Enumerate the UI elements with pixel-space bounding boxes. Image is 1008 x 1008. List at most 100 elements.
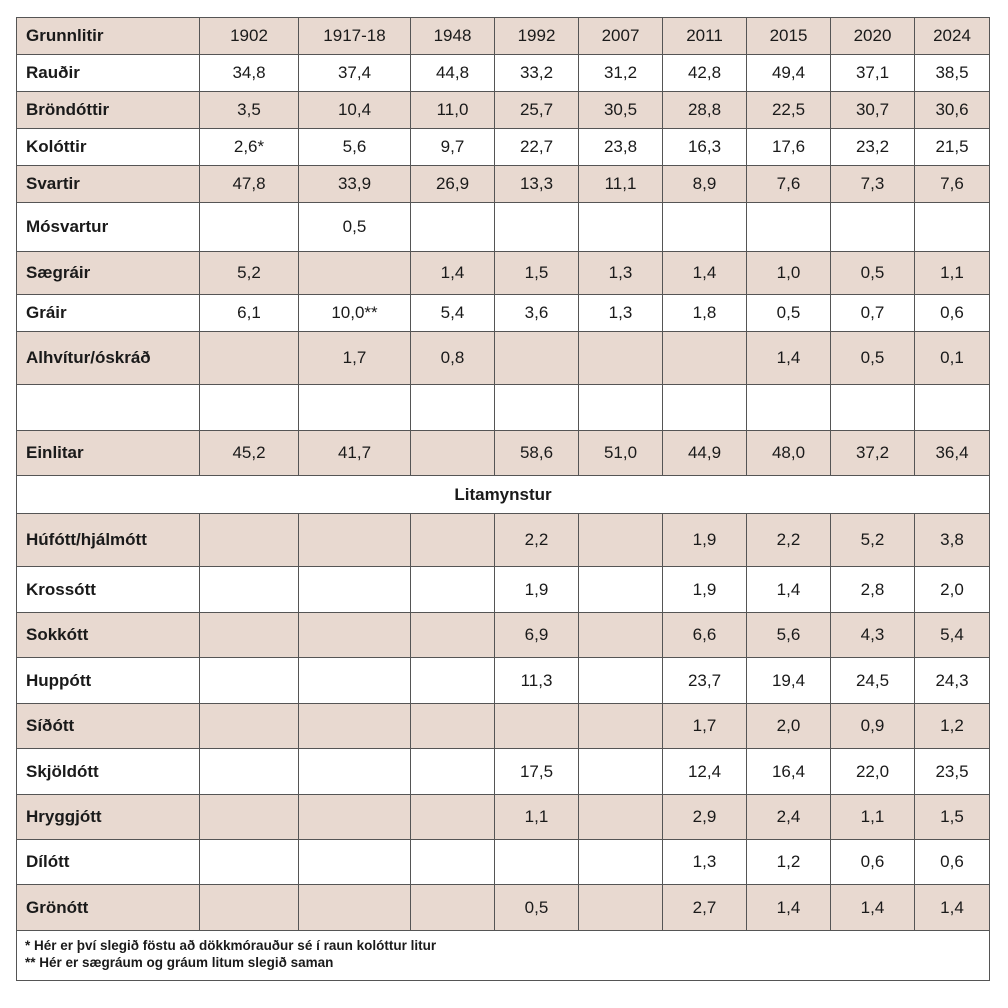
table-cell: 1,1 — [830, 794, 915, 840]
row-label — [16, 384, 200, 431]
table-cell — [298, 794, 411, 840]
table-cell: 30,5 — [578, 91, 663, 129]
table-cell: 1,3 — [662, 839, 747, 885]
table-cell: 1,9 — [662, 566, 747, 613]
table-cell — [746, 202, 831, 252]
table-cell: 2,2 — [746, 513, 831, 567]
row-label: Bröndóttir — [16, 91, 200, 129]
table-cell — [410, 612, 495, 658]
table-cell: 26,9 — [410, 165, 495, 203]
table-cell: 0,9 — [830, 703, 915, 749]
table-cell: 17,6 — [746, 128, 831, 166]
year-header-cell: 1992 — [494, 17, 579, 55]
table-cell: 0,5 — [830, 331, 915, 385]
year-header-cell: 2011 — [662, 17, 747, 55]
table-cell: 1,7 — [298, 331, 411, 385]
table-cell: 1,9 — [662, 513, 747, 567]
table-row: Bröndóttir 3,5 10,4 11,0 25,7 30,5 28,8 22,5 30,… — [16, 91, 990, 129]
table-cell: 48,0 — [746, 430, 831, 476]
table-cell — [914, 384, 990, 431]
table-cell — [410, 839, 495, 885]
table-cell: 44,8 — [410, 54, 495, 92]
table-cell: 1,2 — [914, 703, 990, 749]
table-cell: 1,3 — [578, 251, 663, 295]
row-label: Dílótt — [16, 839, 200, 885]
table-cell: 37,1 — [830, 54, 915, 92]
year-header-cell: 2007 — [578, 17, 663, 55]
table-cell: 1,0 — [746, 251, 831, 295]
table-cell: 5,6 — [746, 612, 831, 658]
year-header-cell: 1917-18 — [298, 17, 411, 55]
table-cell — [410, 202, 495, 252]
table-cell: 10,4 — [298, 91, 411, 129]
table-cell — [199, 794, 299, 840]
table-cell: 16,3 — [662, 128, 747, 166]
table-cell — [410, 794, 495, 840]
year-header-cell: 1948 — [410, 17, 495, 55]
footnote: ** Hér er sægráum og gráum litum slegið … — [25, 955, 334, 970]
table-header-row: Grunnlitir 1902 1917-18 1948 1992 2007 2011 201… — [16, 17, 990, 55]
table-cell: 4,3 — [830, 612, 915, 658]
table-cell: 45,2 — [199, 430, 299, 476]
table-cell: 51,0 — [578, 430, 663, 476]
table-row: Huppótt 11,3 23,7 19,4 24,5 24,3 — [16, 657, 990, 704]
table-row: Sægráir 5,2 1,4 1,5 1,3 1,4 1,0 0,5 1,1 — [16, 251, 990, 295]
table-cell — [578, 513, 663, 567]
table-cell — [199, 566, 299, 613]
table-cell: 42,8 — [662, 54, 747, 92]
table-cell: 6,9 — [494, 612, 579, 658]
table-cell — [914, 202, 990, 252]
table-cell: 0,5 — [494, 884, 579, 931]
table-cell: 24,5 — [830, 657, 915, 704]
row-label: Skjöldótt — [16, 748, 200, 795]
table-cell — [662, 384, 747, 431]
table-cell: 1,4 — [830, 884, 915, 931]
color-distribution-table: Grunnlitir 1902 1917-18 1948 1992 2007 2011 201… — [16, 17, 990, 981]
table-cell — [199, 748, 299, 795]
table-cell: 0,7 — [830, 294, 915, 332]
table-cell: 2,8 — [830, 566, 915, 613]
table-cell: 17,5 — [494, 748, 579, 795]
table-cell: 2,9 — [662, 794, 747, 840]
table-cell: 2,4 — [746, 794, 831, 840]
table-cell — [199, 839, 299, 885]
row-label: Huppótt — [16, 657, 200, 704]
table-cell: 3,8 — [914, 513, 990, 567]
table-cell: 1,1 — [494, 794, 579, 840]
table-cell: 1,1 — [914, 251, 990, 295]
table-cell — [199, 331, 299, 385]
header-label: Grunnlitir — [16, 17, 200, 55]
year-header-cell: 2015 — [746, 17, 831, 55]
table-cell — [199, 703, 299, 749]
table-cell: 11,1 — [578, 165, 663, 203]
table-row: Skjöldótt 17,5 12,4 16,4 22,0 23,5 — [16, 748, 990, 795]
table-cell — [410, 384, 495, 431]
table-row: Sokkótt 6,9 6,6 5,6 4,3 5,4 — [16, 612, 990, 658]
table-cell: 44,9 — [662, 430, 747, 476]
table-row: Alhvítur/óskráð 1,7 0,8 1,4 0,5 0,1 — [16, 331, 990, 385]
table-cell: 0,8 — [410, 331, 495, 385]
table-cell: 5,2 — [199, 251, 299, 295]
table-cell: 2,2 — [494, 513, 579, 567]
table-cell: 1,9 — [494, 566, 579, 613]
table-cell: 21,5 — [914, 128, 990, 166]
table-cell: 22,7 — [494, 128, 579, 166]
table-cell: 23,2 — [830, 128, 915, 166]
table-cell — [298, 384, 411, 431]
table-row: Rauðir 34,8 37,4 44,8 33,2 31,2 42,8 49,4 37,1 38… — [16, 54, 990, 92]
table-cell: 22,5 — [746, 91, 831, 129]
table-cell: 0,6 — [914, 839, 990, 885]
row-label: Grönótt — [16, 884, 200, 931]
table-cell: 6,6 — [662, 612, 747, 658]
table-cell — [410, 657, 495, 704]
table-cell: 34,8 — [199, 54, 299, 92]
table-cell: 5,6 — [298, 128, 411, 166]
table-row — [16, 384, 990, 431]
table-cell — [199, 884, 299, 931]
table-cell: 2,6* — [199, 128, 299, 166]
table-cell — [298, 839, 411, 885]
table-cell — [662, 331, 747, 385]
table-cell: 23,8 — [578, 128, 663, 166]
table-cell: 1,4 — [914, 884, 990, 931]
table-cell: 30,7 — [830, 91, 915, 129]
